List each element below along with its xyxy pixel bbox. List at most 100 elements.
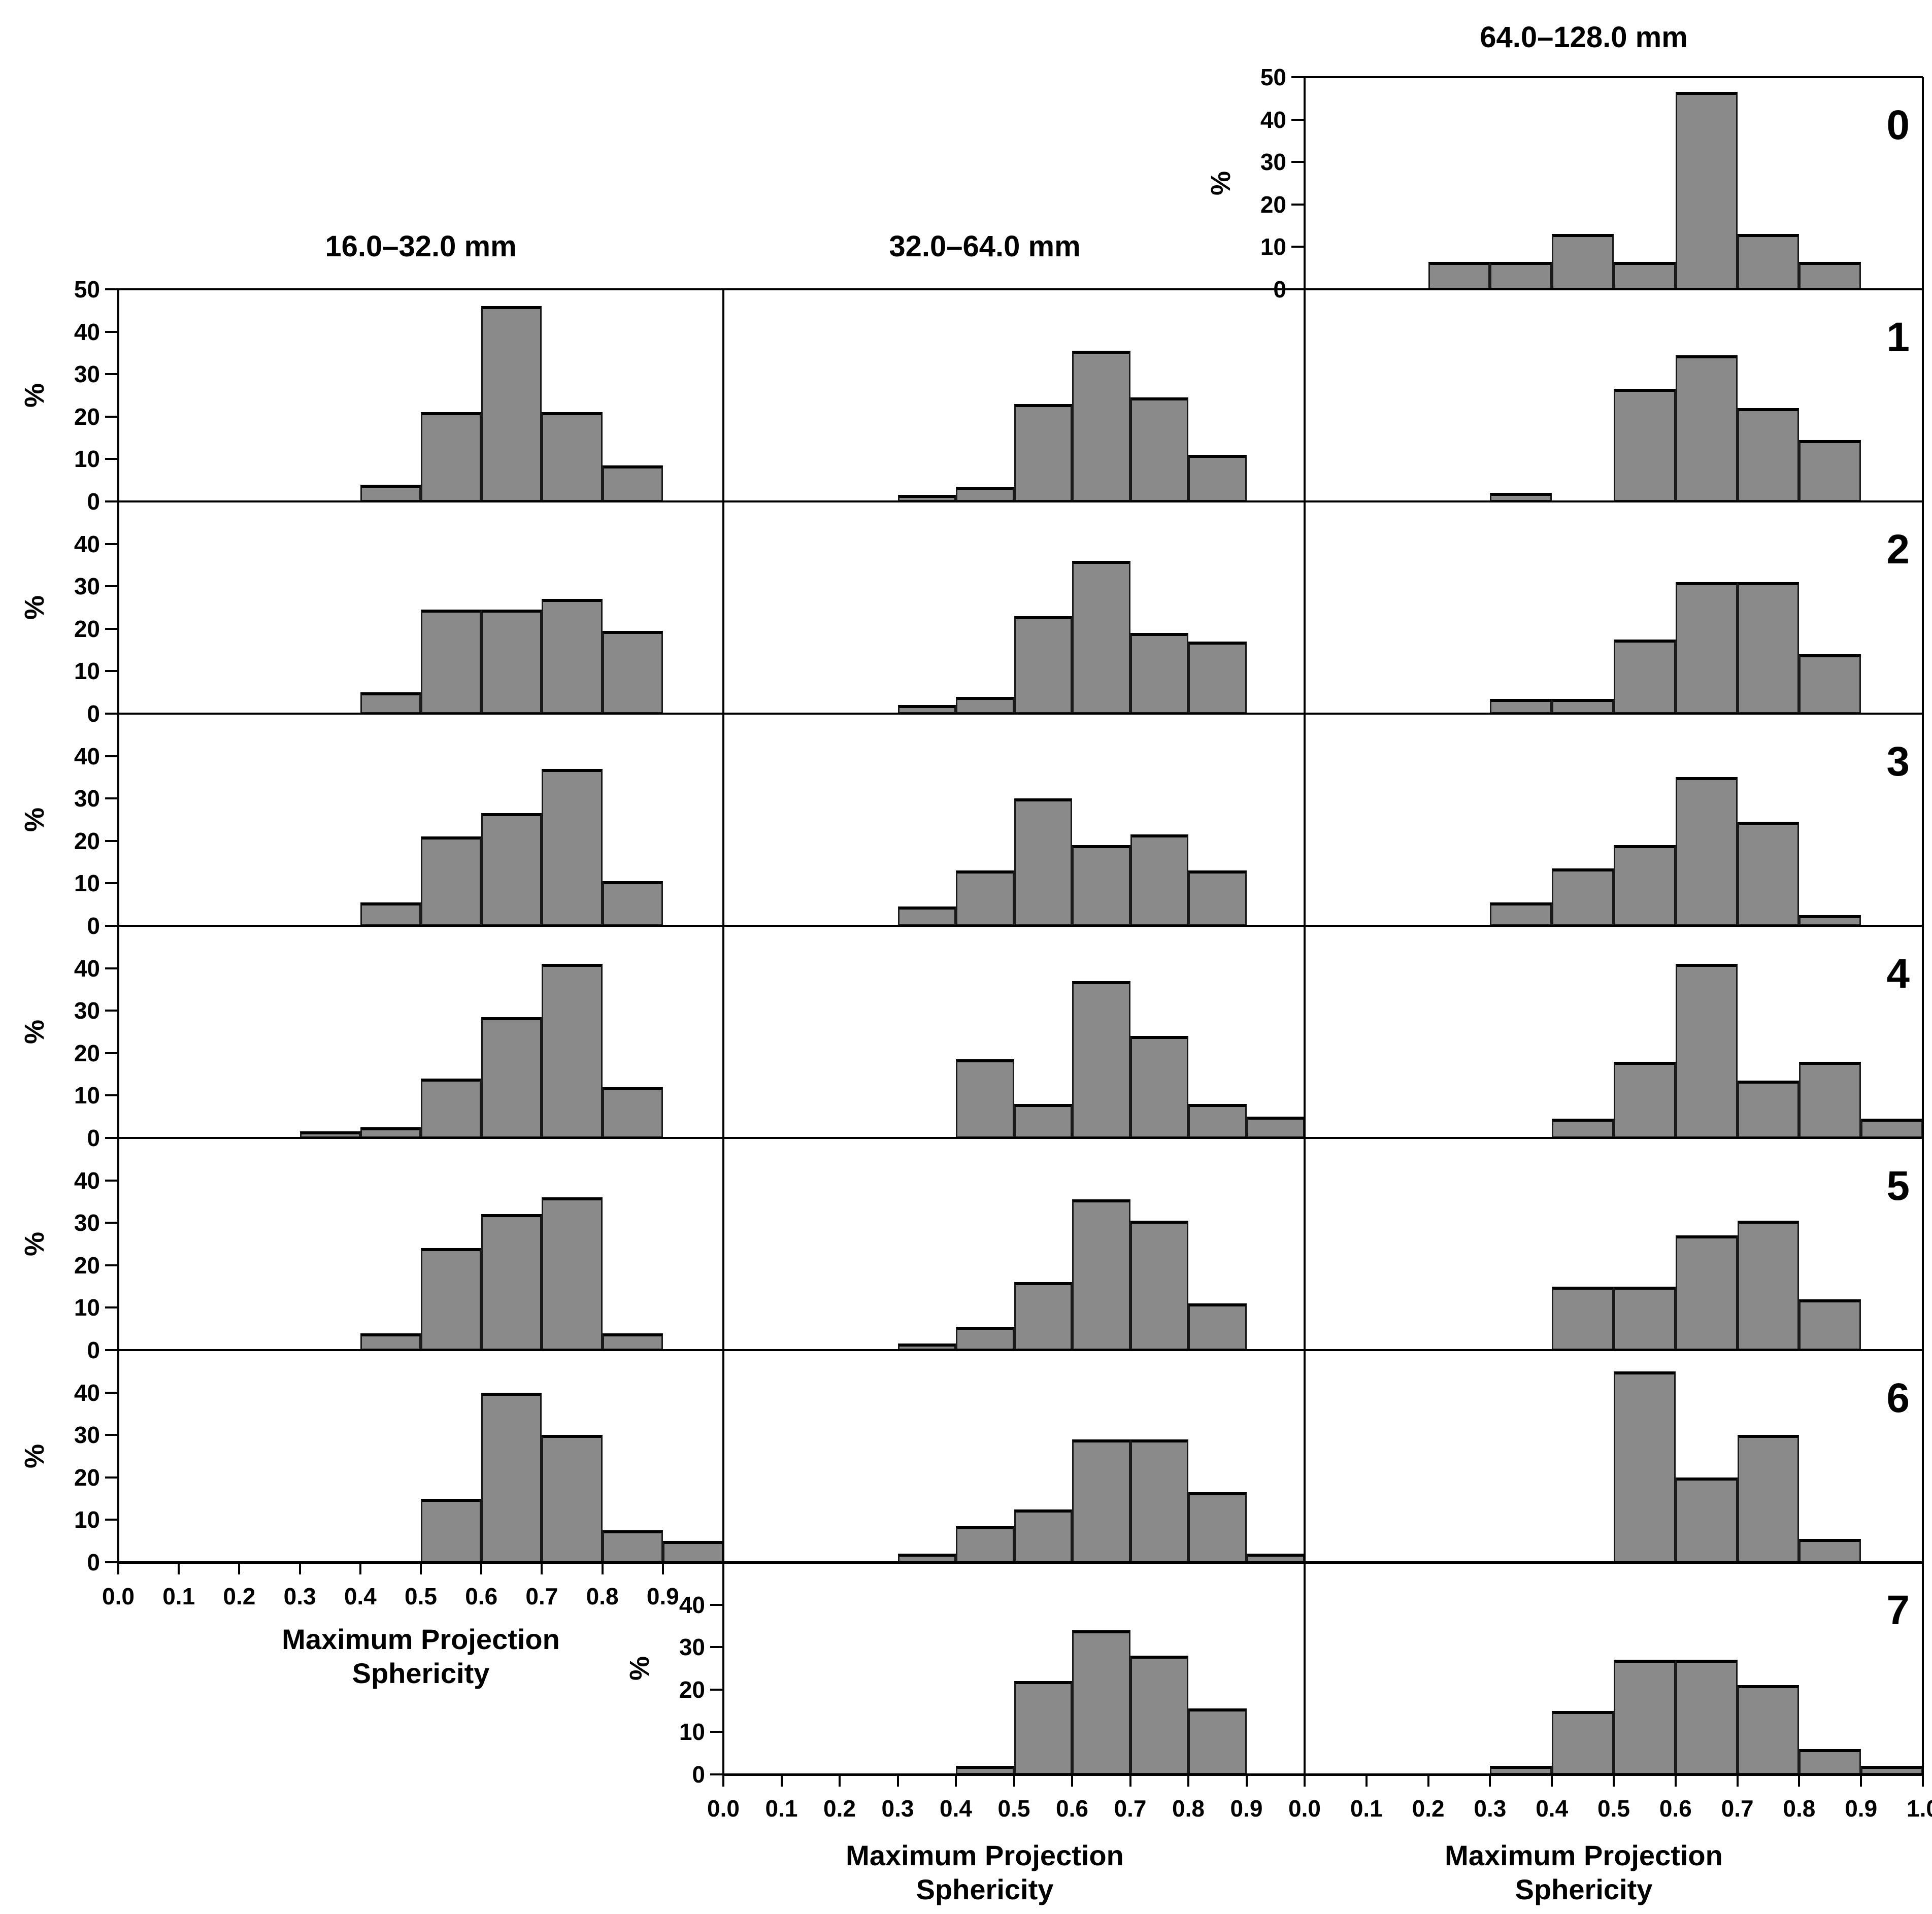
histogram-bar [1614,1061,1676,1138]
histogram-bar [1799,1299,1861,1350]
histogram-bar [542,964,603,1138]
x-tick-label: 0.7 [1114,1795,1147,1822]
x-tick-label: 0.7 [1721,1795,1754,1822]
x-tick-label: 0.1 [765,1795,798,1822]
histogram-bar [1072,561,1130,714]
x-axis-title-col1: Maximum Projection Sphericity [282,1622,560,1690]
histogram-bar [1188,1492,1247,1562]
row-label-4: 4 [1886,951,1910,997]
histogram-bar [1799,654,1861,714]
histogram-bar [1188,1708,1247,1774]
histogram-bar [1799,915,1861,926]
y-tick-label: 50 [1260,64,1286,90]
histogram-bar [542,1435,603,1562]
y-tick-label: 0 [87,1337,100,1363]
y-tick-mark [105,500,118,502]
y-tick-mark [710,1646,723,1649]
y-tick-mark [105,1349,118,1351]
histogram-bar [481,1392,542,1562]
x-tick-mark [1613,1774,1615,1787]
y-tick-mark [105,330,118,333]
column-title-64-128mm: 64.0–128.0 mm [1480,21,1688,54]
histogram-bar [1675,1660,1738,1774]
histogram-bar [1490,261,1552,289]
histogram-bar [1014,404,1072,501]
y-tick-mark [105,627,118,630]
histogram-bar [1737,234,1800,289]
x-tick-mark [1489,1774,1491,1787]
histogram-bar [1014,1681,1072,1774]
x-tick-mark [1674,1774,1677,1787]
histogram-bar [1130,1221,1188,1350]
histogram-bar [360,1333,421,1350]
x-tick-label: 0.9 [1845,1795,1878,1822]
x-tick-label: 0.9 [1230,1795,1263,1822]
x-tick-label: 0.3 [881,1795,914,1822]
x-tick-label: 0.9 [646,1583,679,1609]
histogram-bar [1675,1235,1738,1350]
y-axis-title: % [19,383,50,408]
x-tick-label: 0.3 [283,1583,316,1609]
histogram-bar [1614,1371,1676,1562]
y-tick-mark [710,1603,723,1606]
y-tick-mark [105,755,118,757]
y-tick-mark [105,1434,118,1436]
y-tick-label: 20 [1260,191,1286,218]
y-tick-mark [105,458,118,460]
x-tick-mark [1129,1774,1131,1787]
y-tick-label: 0 [87,913,100,939]
histogram-bar [1072,351,1130,501]
y-tick-label: 50 [74,276,100,303]
histogram-bar [1188,870,1247,926]
histogram-bar [1675,777,1738,926]
histogram-bar [602,465,663,501]
y-tick-mark [1291,288,1305,290]
x-tick-label: 0.4 [1536,1795,1569,1822]
y-axis-title: % [624,1656,655,1681]
y-tick-label: 20 [74,1464,100,1491]
histogram-bar [1014,1104,1072,1138]
histogram-bar [481,813,542,926]
y-tick-label: 0 [87,488,100,515]
histogram-bar [1675,92,1738,289]
y-tick-label: 20 [74,827,100,854]
y-tick-mark [105,1137,118,1139]
y-tick-label: 30 [1260,149,1286,176]
y-tick-label: 20 [679,1676,705,1703]
y-tick-mark [105,585,118,588]
x-tick-label: 0.5 [1597,1795,1630,1822]
x-tick-mark [117,1562,119,1574]
y-axis-title: % [19,1231,50,1257]
row-label-5: 5 [1886,1163,1910,1209]
x-tick-label: 0.8 [586,1583,619,1609]
y-tick-label: 10 [74,1082,100,1109]
y-tick-mark [1291,203,1305,206]
histogram-bar [421,1498,482,1562]
histogram-bar [1552,234,1614,289]
histogram-bar [1552,1286,1614,1350]
histogram-bar [1737,822,1800,926]
histogram-bar [1675,582,1738,714]
histogram-bar [602,881,663,926]
x-tick-mark [601,1562,604,1574]
x-tick-label: 0.5 [997,1795,1030,1822]
y-tick-label: 10 [74,1294,100,1321]
panel-border-line [1305,76,1923,78]
panel-border-line [723,1773,1923,1776]
histogram-bar [1130,1655,1188,1774]
x-tick-mark [1798,1774,1801,1787]
y-tick-label: 30 [74,573,100,600]
x-tick-mark [1071,1774,1073,1787]
histogram-bar [1072,1199,1130,1350]
x-axis-title-col2: Maximum Projection Sphericity [846,1838,1124,1906]
histogram-bar [1675,355,1738,501]
y-tick-mark [1291,161,1305,163]
histogram-bar [1799,440,1861,501]
x-tick-label: 1.0 [1907,1795,1932,1822]
x-axis-title-line2: Sphericity [352,1657,490,1690]
x-tick-mark [839,1774,841,1787]
y-tick-mark [105,840,118,842]
x-tick-label: 0.6 [1659,1795,1692,1822]
y-tick-mark [1291,76,1305,78]
histogram-bar [1014,1282,1072,1350]
